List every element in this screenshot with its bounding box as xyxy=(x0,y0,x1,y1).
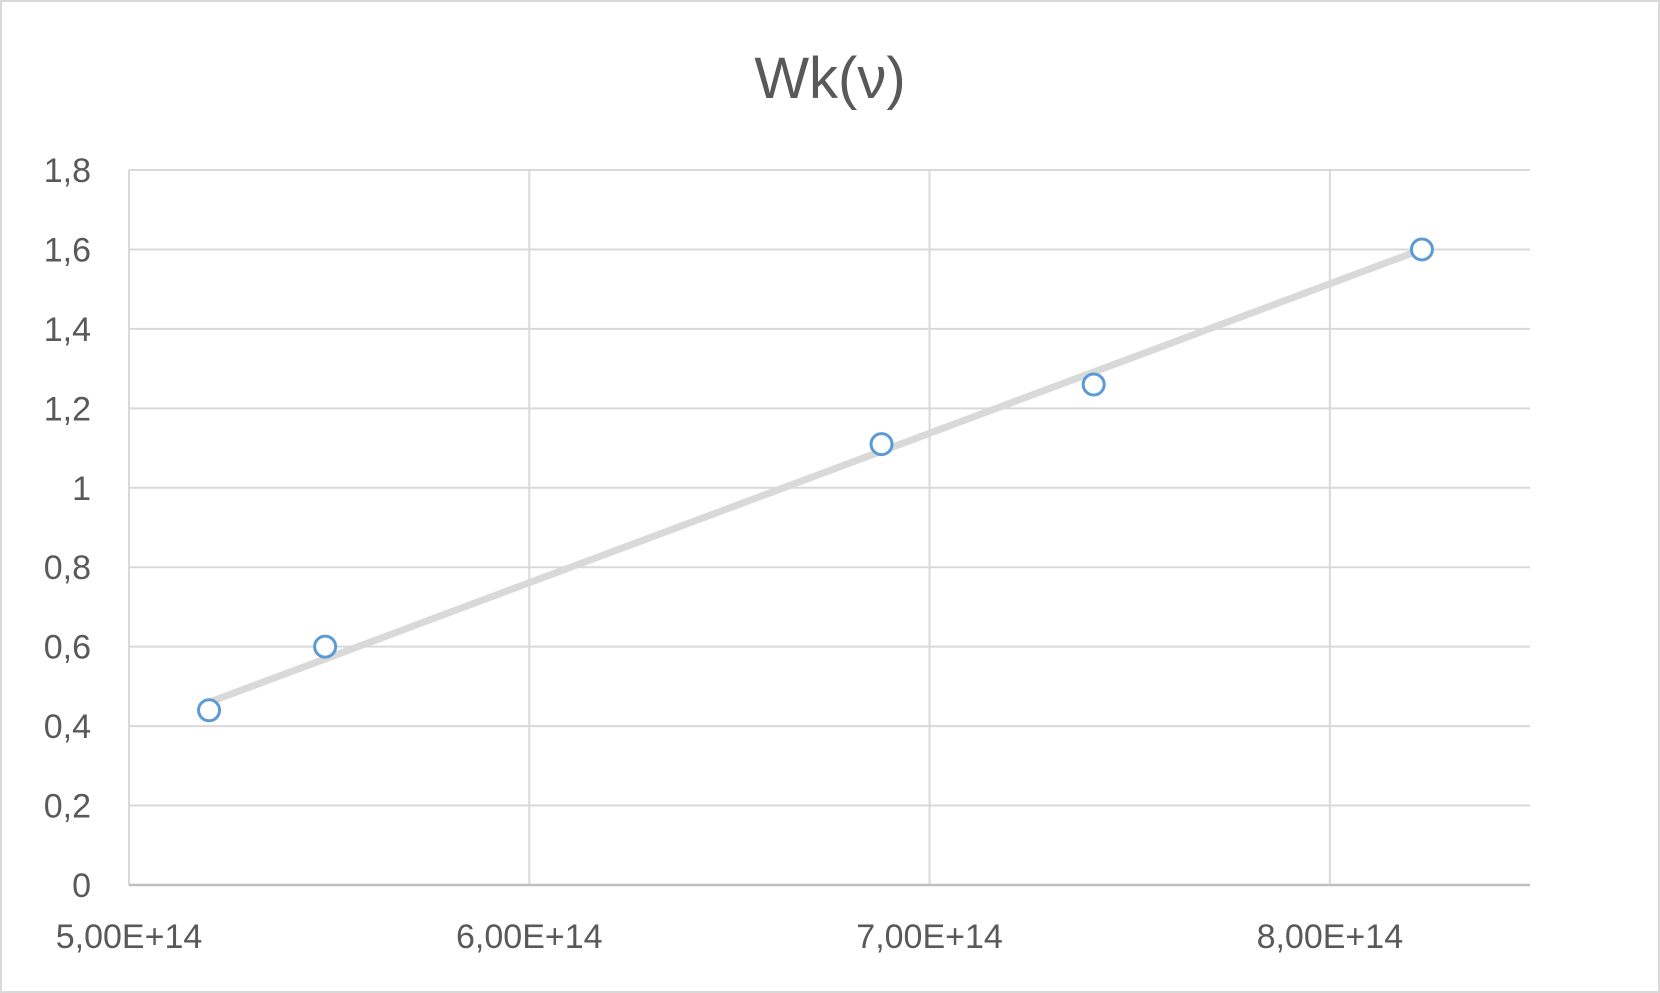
y-tick-label: 1 xyxy=(72,470,91,508)
x-tick-label: 6,00E+14 xyxy=(456,918,603,956)
data-point xyxy=(313,634,338,659)
data-point xyxy=(869,432,894,457)
y-tick-label: 0 xyxy=(72,867,91,905)
y-tick-label: 0,2 xyxy=(44,788,91,826)
x-tick-label: 8,00E+14 xyxy=(1257,918,1404,956)
chart-title: Wk(ν) xyxy=(754,46,905,111)
tick-label-layer: 0 0,2 0,4 0,6 0,8 1 1,2 1,4 1,6 1,8 5,00E+14 6,00E+… xyxy=(44,152,1403,956)
y-tick-label: 0,4 xyxy=(44,708,91,746)
y-tick-label: 0,8 xyxy=(44,549,91,587)
y-tick-label: 1,8 xyxy=(44,152,91,190)
y-tick-label: 1,2 xyxy=(44,390,91,428)
data-point xyxy=(197,698,222,723)
y-tick-label: 0,6 xyxy=(44,629,91,667)
trendline-layer xyxy=(205,245,1426,706)
trendline xyxy=(205,245,1426,706)
data-point xyxy=(1081,372,1106,397)
x-tick-label: 5,00E+14 xyxy=(56,918,203,956)
y-tick-label: 1,4 xyxy=(44,311,91,349)
x-tick-label: 7,00E+14 xyxy=(856,918,1003,956)
y-tick-label: 1,6 xyxy=(44,231,91,269)
data-point xyxy=(1409,237,1434,262)
data-point-layer xyxy=(197,237,1434,723)
grid-layer xyxy=(128,169,1530,885)
